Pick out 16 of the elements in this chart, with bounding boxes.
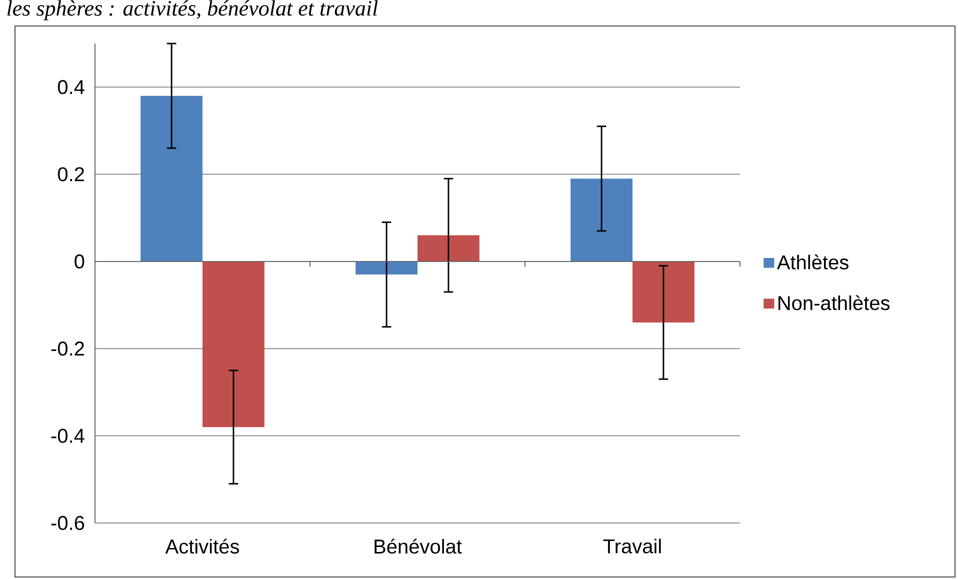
legend-label: Non-athlètes: [778, 295, 890, 310]
x-tick-label: Activités: [165, 538, 239, 554]
bar: [140, 96, 203, 262]
bar: [202, 261, 264, 428]
y-tick-label: -0.2: [51, 342, 84, 356]
chart-title: les sphères : activités, bénévolat et travail: [7, 0, 378, 20]
bar: [356, 261, 418, 275]
y-tick-label: -0.6: [51, 516, 84, 530]
y-tick-label: 0.2: [58, 167, 84, 182]
y-tick-label: -0.4: [51, 428, 84, 443]
y-tick-label: 0: [74, 254, 84, 269]
x-tick-label: Bénévolat: [374, 538, 462, 554]
y-tick-label: 0.4: [58, 80, 84, 94]
legend-label: Athlètes: [776, 254, 848, 270]
bar: [418, 235, 480, 262]
x-tick-label: Travail: [603, 538, 661, 554]
